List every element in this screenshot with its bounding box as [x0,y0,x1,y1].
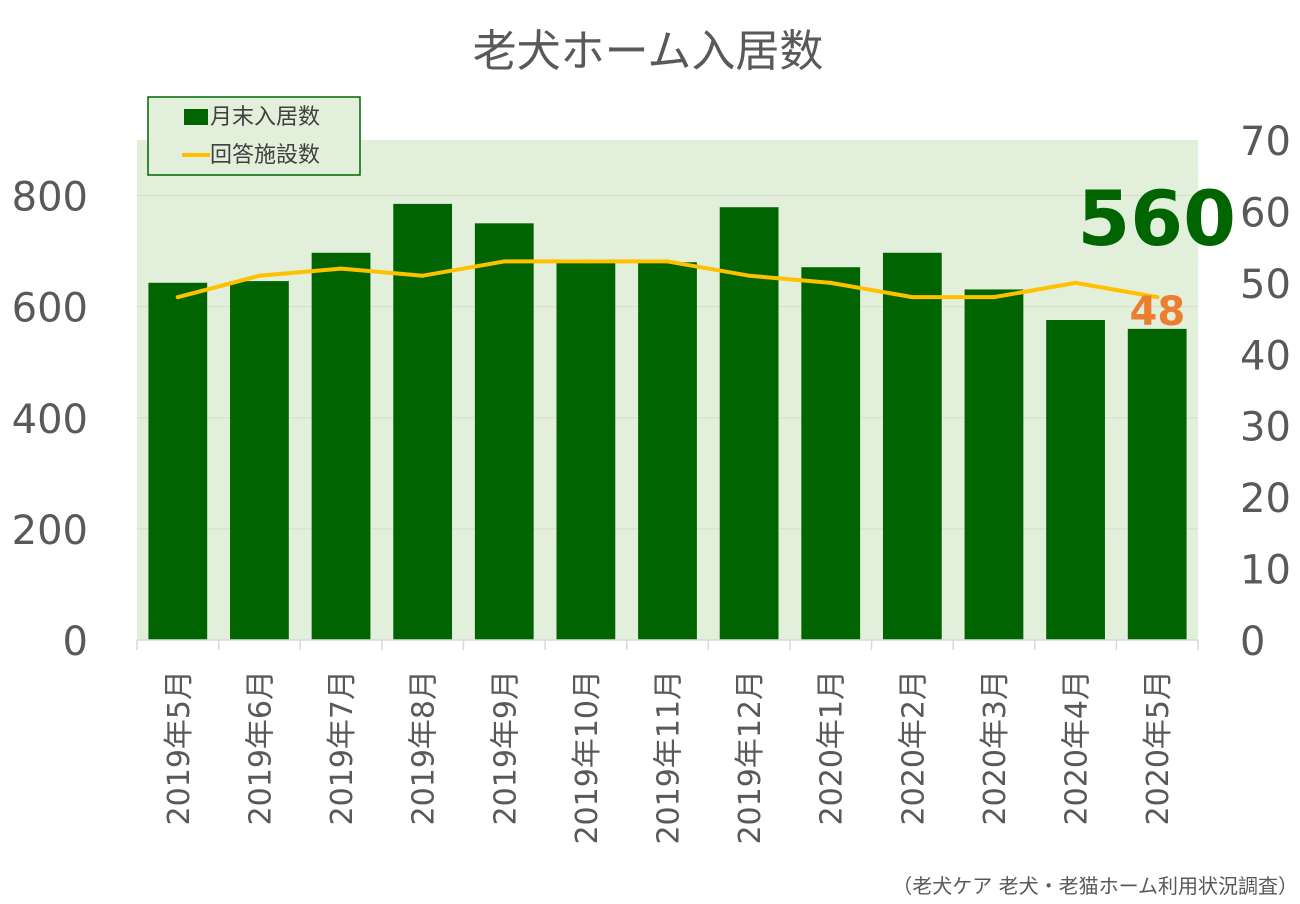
y-left-tick-label: 200 [12,508,88,554]
x-tick-label: 2019年6月 [243,670,278,825]
bar [801,267,861,640]
x-tick-label: 2019年8月 [407,670,442,825]
highlight-bar-label: 560 [1077,174,1236,263]
x-tick-label: 2020年5月 [1141,670,1176,825]
y-right-tick-label: 20 [1240,476,1291,522]
x-tick-label: 2019年5月 [162,670,197,825]
y-right-tick-label: 70 [1240,119,1291,165]
x-tick-label: 2019年9月 [488,670,523,825]
y-left-tick-label: 800 [12,175,88,221]
x-tick-label: 2019年11月 [652,670,687,845]
y-left-tick-label: 400 [12,397,88,443]
bar [230,281,289,640]
y-right-tick-label: 60 [1240,190,1291,236]
bar [964,289,1024,640]
line-point [583,259,588,264]
y-right-tick-label: 30 [1240,405,1291,451]
bar [882,252,942,640]
legend-swatch-bar [184,109,208,125]
plot-area: 0 200 400 600 800 0 10 20 30 40 50 60 70 2019年5月 2019年… [12,119,1291,845]
bar [1046,320,1105,640]
line-point [175,295,180,300]
x-tick-label: 2019年10月 [570,670,605,845]
line-point [420,273,425,278]
line-point [910,295,915,300]
source-note: （老犬ケア 老犬・老猫ホーム利用状況調査） [892,874,1298,898]
y-right-tick-label: 0 [1240,619,1265,665]
bar [148,282,208,640]
y-left-tick-label: 0 [63,619,88,665]
y-left-tick-label: 600 [12,286,88,332]
line-point [1155,295,1160,300]
bar [556,262,616,640]
x-tick-label: 2020年2月 [896,670,931,825]
x-tick-label: 2019年12月 [733,670,768,845]
bar [638,262,697,640]
x-tick-label: 2020年3月 [978,670,1013,825]
y-right-tick-label: 10 [1240,548,1291,594]
line-point [502,259,507,264]
line-point [665,259,670,264]
bar [393,203,453,640]
legend-label-bar: 月末入居数 [210,105,320,130]
line-point [1073,280,1078,285]
line-point [257,273,262,278]
line-point [747,273,752,278]
line-point [339,266,344,271]
x-tick-label: 2020年1月 [815,670,850,825]
y-right-tick-label: 40 [1240,333,1291,379]
bar [311,252,371,640]
line-point [828,280,833,285]
chart-title: 老犬ホーム入居数 [473,26,824,77]
legend-label-line: 回答施設数 [210,143,320,168]
bar [1127,328,1187,640]
x-tick-label: 2020年4月 [1060,670,1095,825]
y-right-tick-label: 50 [1240,262,1291,308]
bar [474,223,534,641]
x-tick-label: 2019年7月 [325,670,360,825]
highlight-line-label: 48 [1130,289,1186,335]
legend-box [147,96,361,176]
line-point [991,295,996,300]
